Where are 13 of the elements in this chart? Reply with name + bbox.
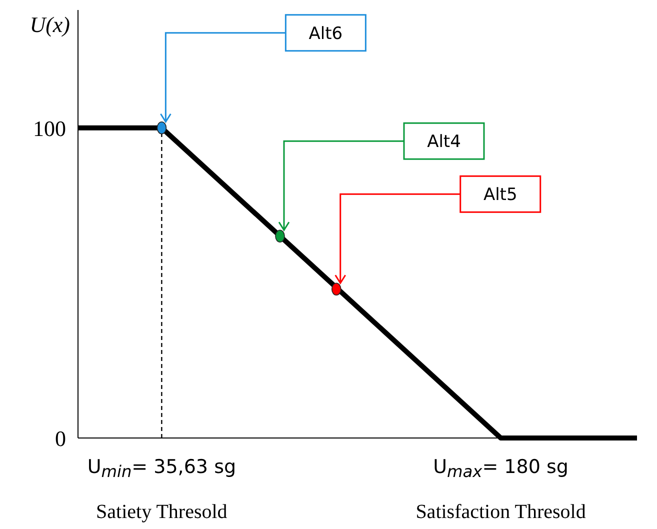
point — [331, 282, 342, 296]
x-tick-label: U$_{min}$= 35,63 sg — [87, 456, 236, 481]
x-tick-label: U$_{max}$= 180 sg — [433, 456, 568, 481]
annotation: Alt6 — [308, 24, 343, 44]
y-tick-label: 100 — [33, 116, 66, 141]
point — [156, 121, 167, 134]
annotation: Alt5 — [483, 185, 518, 206]
text: Satiety Thresold — [96, 501, 228, 523]
y-tick-label: 0 — [55, 426, 66, 451]
annotation: Alt4 — [427, 132, 461, 152]
point — [275, 230, 285, 242]
text: Satisfaction Thresold — [416, 501, 586, 523]
y-axis-title: U(x) — [30, 12, 70, 37]
